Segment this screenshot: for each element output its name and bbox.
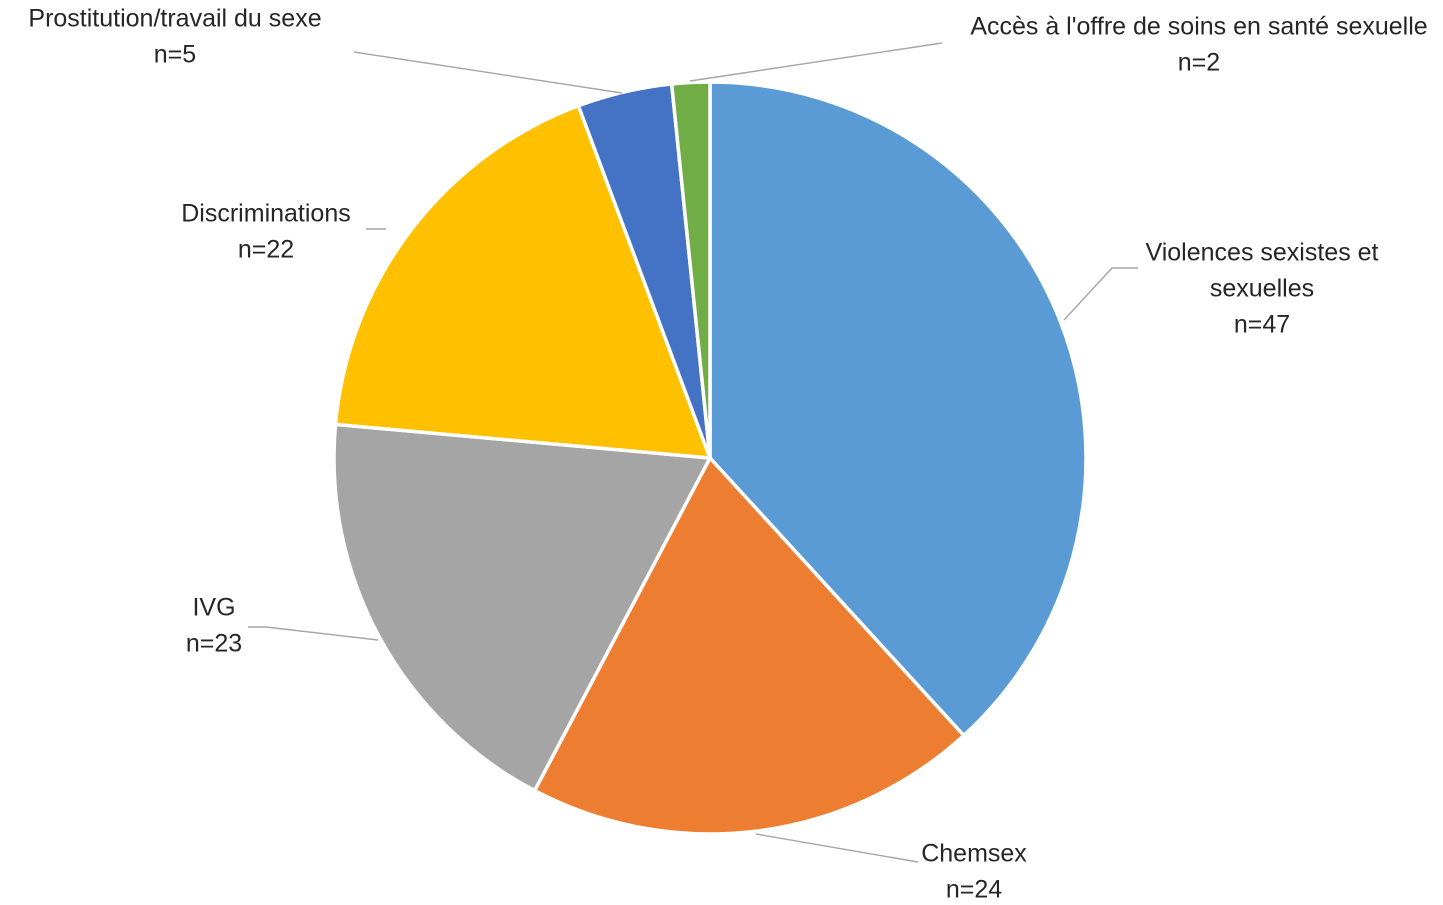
slice-count-label: n=47 bbox=[1234, 311, 1290, 339]
pie-slice-3 bbox=[332, 422, 712, 793]
slice-label-3: IVG n=23 bbox=[186, 594, 242, 658]
pie-slice-4 bbox=[333, 104, 712, 460]
leader-line-1 bbox=[1063, 267, 1138, 321]
slice-label-4: Discriminations n=22 bbox=[181, 200, 350, 264]
slice-name-label: Accès à l'offre de soins en santé sexuel… bbox=[970, 13, 1427, 41]
leader-line-2 bbox=[755, 833, 919, 863]
slice-label-1: Violences sexistes et sexuelles n=47 bbox=[1146, 239, 1379, 339]
leader-line-6 bbox=[689, 42, 943, 82]
slice-name-label: Prostitution/travail du sexe bbox=[28, 5, 321, 33]
slice-count-label: n=24 bbox=[946, 876, 1002, 904]
pie-slices bbox=[332, 80, 1088, 836]
slice-label-6: Accès à l'offre de soins en santé sexuel… bbox=[970, 13, 1427, 77]
slice-name-label: Chemsex bbox=[921, 840, 1027, 868]
slice-count-label: n=2 bbox=[1178, 49, 1220, 77]
pie-slice-2 bbox=[532, 456, 966, 836]
pie-slice-6 bbox=[669, 80, 712, 460]
slice-name-label: IVG bbox=[192, 594, 235, 622]
slice-count-label: n=23 bbox=[186, 630, 242, 658]
leader-line-3 bbox=[248, 626, 379, 641]
slice-count-label: n=5 bbox=[154, 41, 196, 69]
slice-labels: Violences sexistes et sexuelles n=47 Chemse… bbox=[28, 5, 1427, 904]
slice-label-2: Chemsex n=24 bbox=[921, 840, 1027, 904]
pie-slice-1 bbox=[708, 80, 1088, 738]
leader-line-5 bbox=[353, 51, 623, 94]
slice-count-label: n=22 bbox=[238, 236, 294, 264]
slice-label-5: Prostitution/travail du sexe n=5 bbox=[28, 5, 321, 69]
slice-name-label: Violences sexistes et bbox=[1146, 239, 1379, 267]
slice-name-label: sexuelles bbox=[1210, 275, 1314, 303]
slice-name-label: Discriminations bbox=[181, 200, 350, 228]
leader-lines bbox=[248, 42, 1138, 863]
